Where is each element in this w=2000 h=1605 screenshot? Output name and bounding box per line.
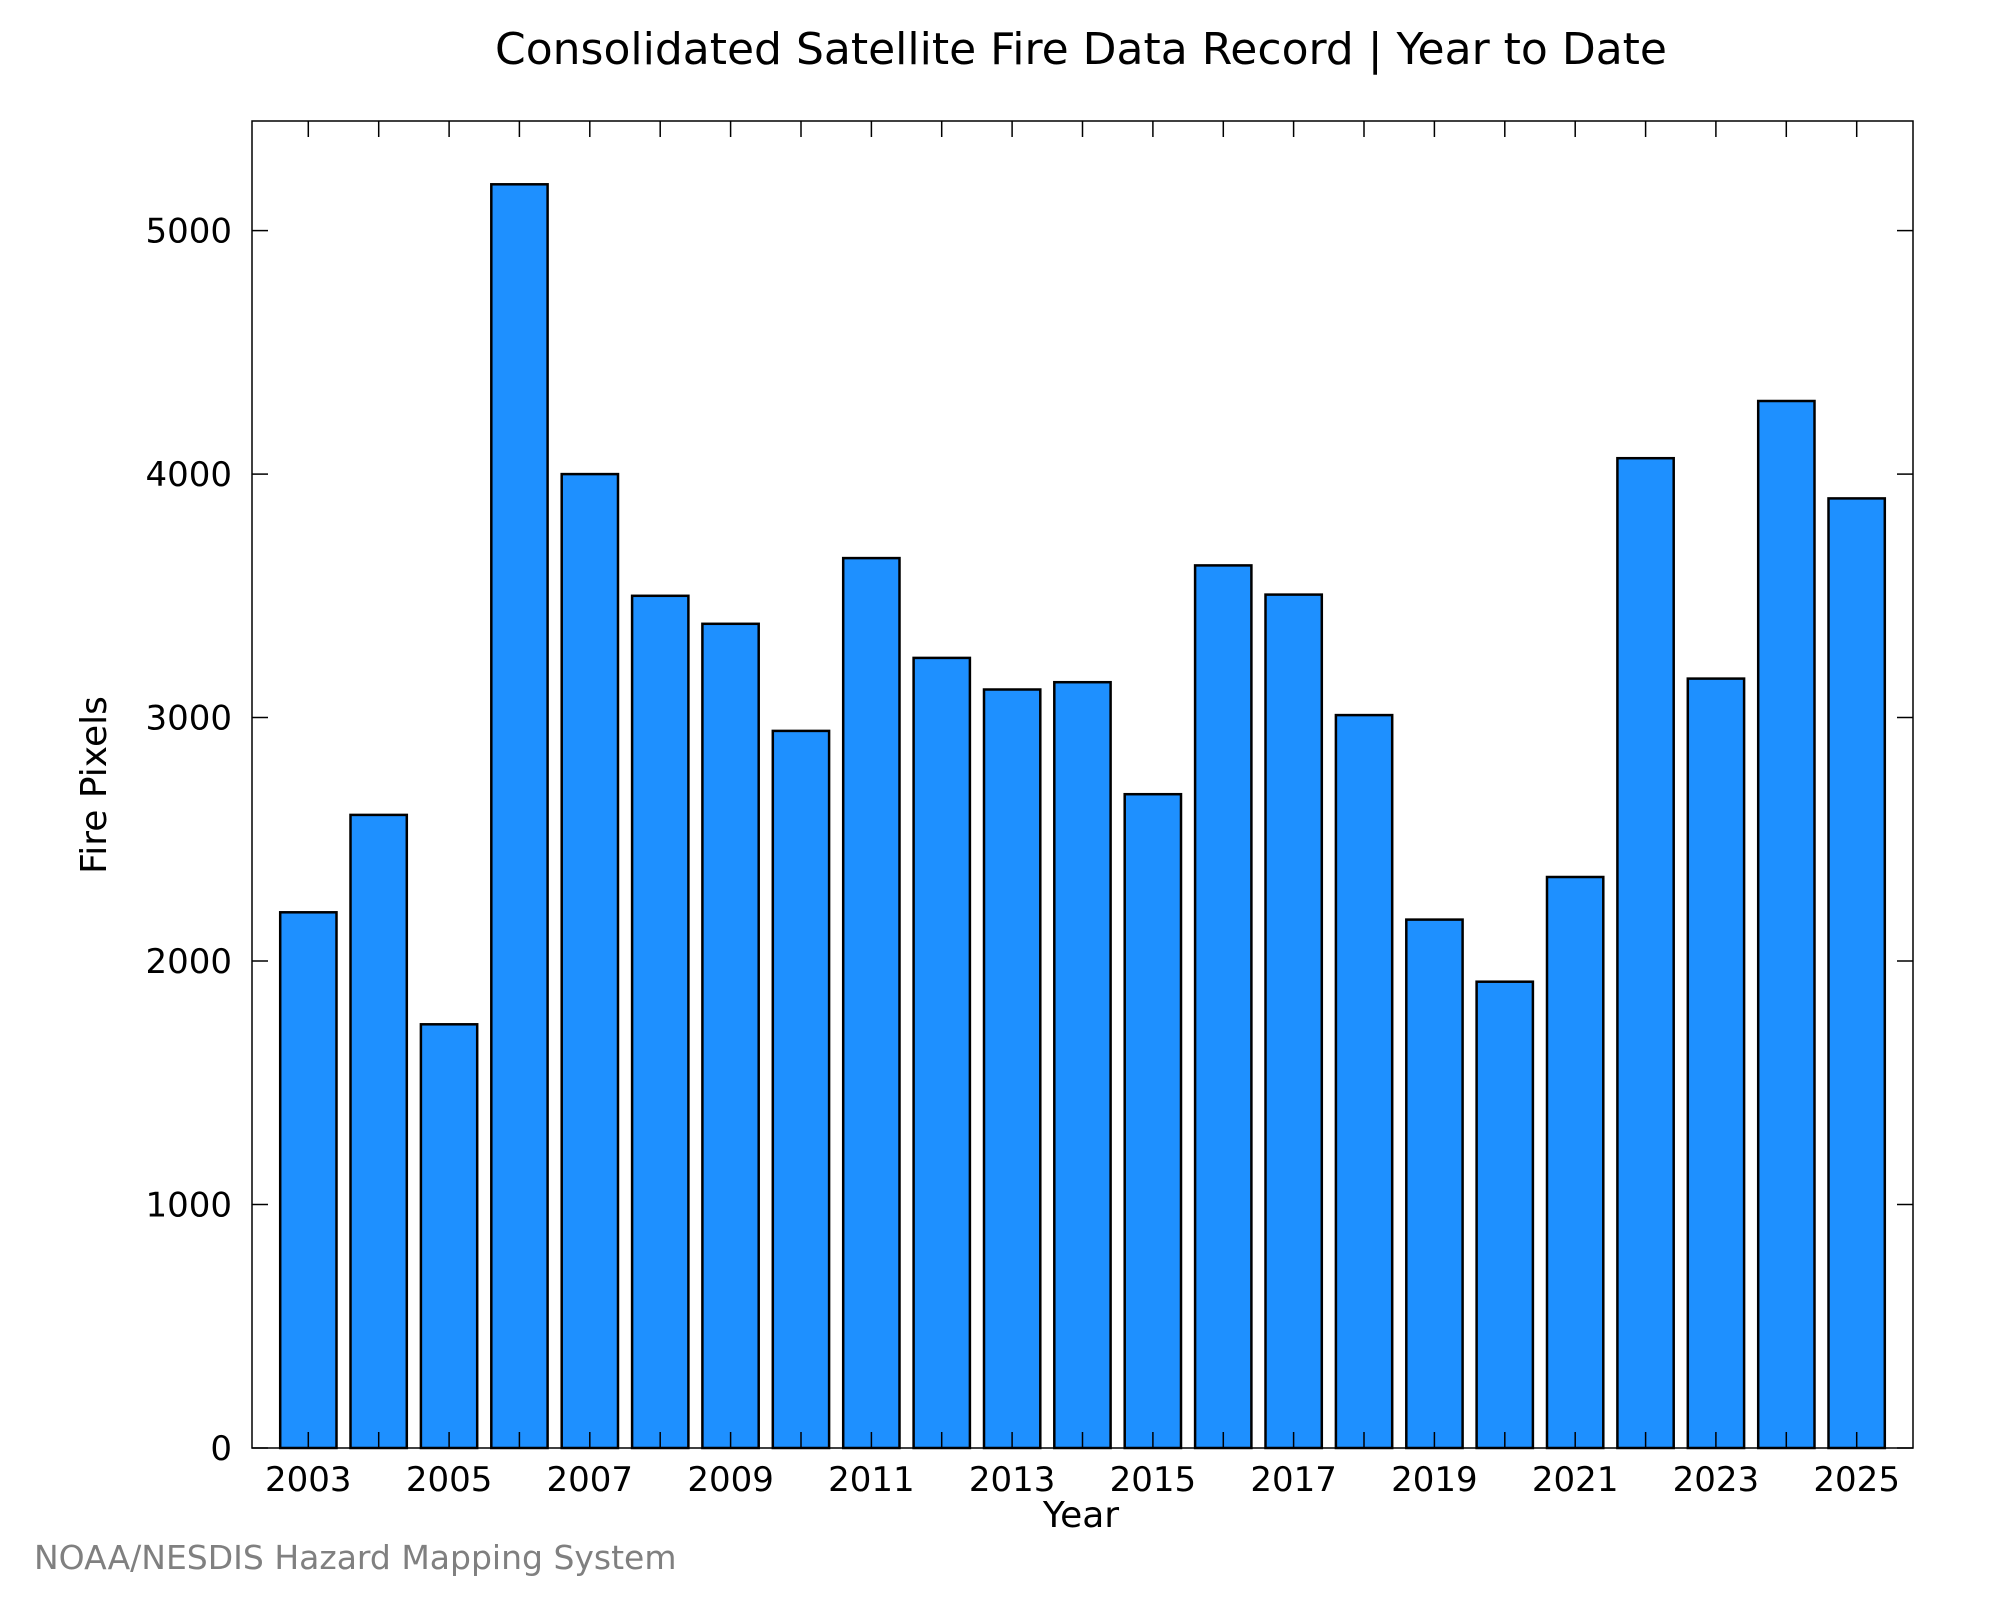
bar-2025 <box>1827 497 1887 1450</box>
x-tick-label-2021: 2021 <box>1532 1460 1619 1500</box>
y-tick-label-3000: 3000 <box>145 699 232 739</box>
bar-2011 <box>841 556 901 1450</box>
bar-2023 <box>1686 677 1746 1450</box>
bar-2004 <box>349 813 409 1450</box>
bar-2024 <box>1756 399 1816 1450</box>
x-tick-label-2009: 2009 <box>687 1460 774 1500</box>
x-tick-label-2011: 2011 <box>828 1460 915 1500</box>
ticks-group <box>252 121 1913 1449</box>
x-tick-label-2015: 2015 <box>1110 1460 1197 1500</box>
plot-frame <box>251 120 1914 1449</box>
bar-2008 <box>630 594 690 1450</box>
x-tick-label-2025: 2025 <box>1813 1460 1900 1500</box>
y-tick-label-4000: 4000 <box>145 455 232 495</box>
bar-2015 <box>1123 792 1183 1450</box>
bar-2021 <box>1545 875 1605 1450</box>
bar-2006 <box>490 183 549 1450</box>
footer-credit: NOAA/NESDIS Hazard Mapping System <box>34 1538 677 1577</box>
y-tick-label-1000: 1000 <box>145 1186 232 1226</box>
bar-2022 <box>1616 456 1675 1450</box>
bar-2018 <box>1334 713 1394 1450</box>
y-tick-label-2000: 2000 <box>145 942 232 982</box>
bar-2017 <box>1264 593 1324 1450</box>
bar-2014 <box>1053 680 1112 1450</box>
bar-2012 <box>912 656 972 1450</box>
bar-2005 <box>419 1023 479 1450</box>
bar-2013 <box>982 688 1042 1450</box>
x-tick-label-2017: 2017 <box>1250 1460 1337 1500</box>
y-axis-label: Fire Pixels <box>74 696 115 874</box>
bar-2020 <box>1475 980 1535 1450</box>
x-tick-labels: 2003 2005 2007 2009 2011 2013 2015 2017 2019 2021… <box>265 1460 1900 1500</box>
bar-2003 <box>278 911 338 1450</box>
chart-title: Consolidated Satellite Fire Data Record … <box>495 24 1667 75</box>
bar-2010 <box>771 729 831 1450</box>
bar-2007 <box>560 472 620 1450</box>
bars-group <box>278 183 1887 1450</box>
x-tick-label-2003: 2003 <box>265 1460 352 1500</box>
x-tick-label-2013: 2013 <box>969 1460 1056 1500</box>
bar-2016 <box>1193 564 1253 1450</box>
bar-2009 <box>701 622 760 1450</box>
x-tick-label-2023: 2023 <box>1673 1460 1760 1500</box>
x-tick-label-2005: 2005 <box>406 1460 493 1500</box>
y-tick-label-0: 0 <box>210 1429 232 1469</box>
x-tick-label-2019: 2019 <box>1391 1460 1478 1500</box>
y-tick-label-5000: 5000 <box>145 212 232 252</box>
x-axis-label: Year <box>1042 1495 1119 1536</box>
bar-2019 <box>1405 918 1464 1450</box>
x-tick-label-2007: 2007 <box>547 1460 634 1500</box>
y-tick-labels: 0 1000 2000 3000 4000 5000 <box>145 212 232 1469</box>
